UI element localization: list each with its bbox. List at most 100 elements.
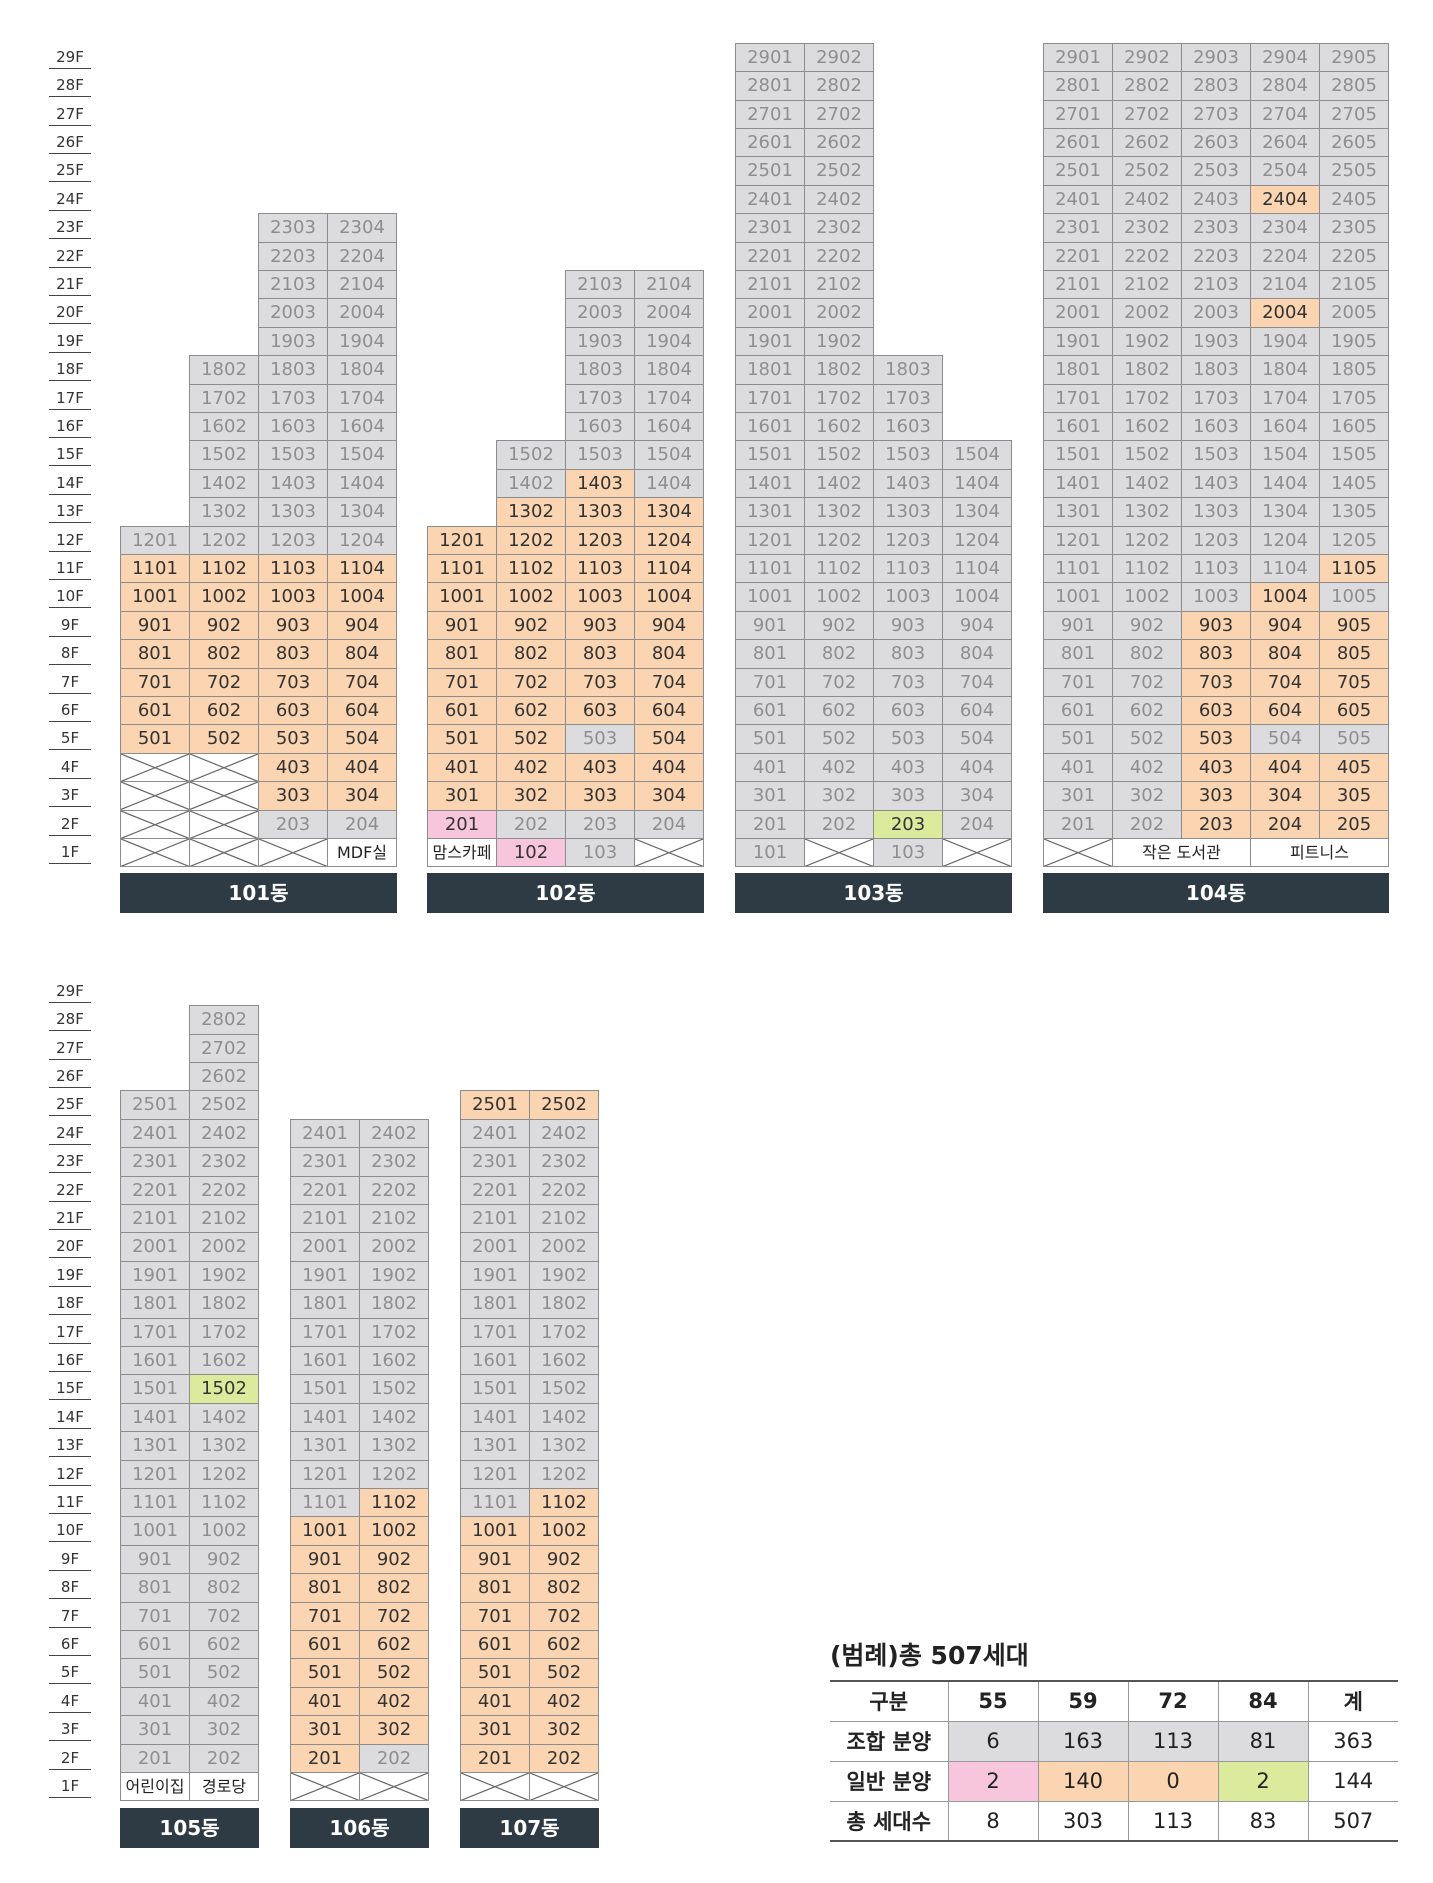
unit-cell: 401 bbox=[427, 752, 497, 783]
unit-cell: 202 bbox=[1112, 809, 1182, 839]
unit-cell: 1301 bbox=[120, 1431, 190, 1461]
legend-value: 140 bbox=[1037, 1761, 1128, 1802]
unit-cell: 1002 bbox=[529, 1516, 599, 1546]
unit-cell: 501 bbox=[120, 724, 190, 754]
legend-title: (범례)총 507세대 bbox=[830, 1641, 1029, 1670]
unit-cell: 1503 bbox=[565, 440, 635, 470]
unit-cell: 2704 bbox=[1250, 99, 1320, 129]
unit-cell: 202 bbox=[496, 809, 566, 839]
unit-cell: 1002 bbox=[189, 1516, 259, 1546]
unit-cell: 2504 bbox=[1250, 156, 1320, 186]
unit-cell: 2402 bbox=[189, 1118, 259, 1149]
unit-cell: 204 bbox=[634, 809, 704, 839]
unit-cell: 801 bbox=[120, 1573, 190, 1603]
legend-row-total: 총 세대수 8 303 113 83 507 bbox=[830, 1801, 1398, 1842]
unit-cell: 1602 bbox=[189, 412, 259, 442]
unit-cell: 301 bbox=[290, 1715, 360, 1745]
unit-cell: 1703 bbox=[1181, 383, 1251, 413]
unit-cell: 1001 bbox=[1043, 582, 1113, 612]
legend-value: 2 bbox=[947, 1761, 1038, 1802]
unit-cell: 1101 bbox=[460, 1488, 530, 1518]
unit-cell: 903 bbox=[258, 610, 328, 641]
unit-cell: 1002 bbox=[359, 1516, 429, 1546]
unit-cell: 1001 bbox=[120, 582, 190, 612]
unit-cell: 1902 bbox=[1112, 326, 1182, 357]
unit-cell: 1504 bbox=[1250, 440, 1320, 470]
unit-cell: 602 bbox=[189, 696, 259, 726]
unit-cell: 2505 bbox=[1319, 156, 1389, 186]
unit-cell: 301 bbox=[120, 1715, 190, 1745]
unit-cell: 203 bbox=[1181, 809, 1251, 839]
unit-cell: 2003 bbox=[565, 298, 635, 328]
unit-cell: 802 bbox=[189, 1573, 259, 1603]
unit-cell: 1404 bbox=[1250, 468, 1320, 499]
unit-cell: 2304 bbox=[1250, 213, 1320, 243]
unit-cell: 102 bbox=[496, 838, 566, 868]
floor-label: 5F bbox=[49, 727, 91, 751]
unit-cell: 804 bbox=[634, 639, 704, 669]
unit-cell: 1204 bbox=[327, 525, 397, 555]
unit-cell: 2902 bbox=[1112, 42, 1182, 73]
unit-cell: 1801 bbox=[1043, 355, 1113, 385]
unit-cell: 201 bbox=[427, 809, 497, 839]
unit-cell: 1102 bbox=[496, 554, 566, 584]
unit-cell: 1302 bbox=[189, 1431, 259, 1461]
unit-cell: 601 bbox=[460, 1630, 530, 1660]
unit-cell: 302 bbox=[496, 781, 566, 811]
unit-cell: 2101 bbox=[290, 1204, 360, 1234]
floor-label: 14F bbox=[49, 472, 91, 495]
unit-cell: 604 bbox=[634, 696, 704, 726]
unit-cell: 1303 bbox=[565, 497, 635, 527]
floor-label: 19F bbox=[49, 330, 91, 353]
unit-cell: 1902 bbox=[804, 326, 874, 357]
unit-cell: 2102 bbox=[1112, 270, 1182, 300]
floor-label: 4F bbox=[49, 756, 91, 779]
unit-cell: 1505 bbox=[1319, 440, 1389, 470]
unit-cell: 801 bbox=[290, 1573, 360, 1603]
facility-label: 맘스카페 bbox=[427, 838, 497, 868]
unit-cell: 2002 bbox=[359, 1232, 429, 1262]
unit-cell: 301 bbox=[460, 1715, 530, 1745]
unit-cell: 1202 bbox=[1112, 525, 1182, 555]
unit-cell: 702 bbox=[189, 1601, 259, 1631]
unit-cell: 805 bbox=[1319, 639, 1389, 669]
unit-cell: 2503 bbox=[1181, 156, 1251, 186]
unit-cell: 403 bbox=[1181, 752, 1251, 783]
unit-cell: 1602 bbox=[804, 412, 874, 442]
unit-cell: 1602 bbox=[189, 1346, 259, 1376]
unit-cell: 302 bbox=[189, 1715, 259, 1745]
unit-cell: 304 bbox=[1250, 781, 1320, 811]
building-label: 101동 bbox=[120, 873, 397, 913]
unit-cell: 1302 bbox=[359, 1431, 429, 1461]
unit-cell: 1403 bbox=[565, 468, 635, 499]
unit-cell: 902 bbox=[1112, 610, 1182, 641]
unit-cell: 2901 bbox=[735, 42, 805, 73]
unit-cell: 1802 bbox=[1112, 355, 1182, 385]
unit-cell: 1903 bbox=[565, 326, 635, 357]
unit-cell: 502 bbox=[1112, 724, 1182, 754]
unit-cell: 1301 bbox=[290, 1431, 360, 1461]
unit-cell: 301 bbox=[735, 781, 805, 811]
unit-cell: 1202 bbox=[359, 1459, 429, 1489]
unit-cell: 201 bbox=[460, 1743, 530, 1773]
unit-cell: 1803 bbox=[258, 355, 328, 385]
unit-cell: 1704 bbox=[1250, 383, 1320, 413]
unit-cell: 203 bbox=[565, 809, 635, 839]
floor-label: 29F bbox=[49, 46, 91, 69]
unit-cell: 1102 bbox=[189, 554, 259, 584]
legend-row-label: 총 세대수 bbox=[830, 1801, 948, 1842]
unit-cell: 1603 bbox=[565, 412, 635, 442]
unit-cell: 1301 bbox=[460, 1431, 530, 1461]
unit-cell: 1702 bbox=[1112, 383, 1182, 413]
unit-cell: 1601 bbox=[460, 1346, 530, 1376]
unit-cell: 601 bbox=[120, 696, 190, 726]
unit-cell: 2202 bbox=[189, 1175, 259, 1205]
unit-cell: 305 bbox=[1319, 781, 1389, 811]
unit-cell: 1501 bbox=[460, 1374, 530, 1404]
unit-cell: 2302 bbox=[359, 1147, 429, 1177]
floor-label: 1F bbox=[49, 1775, 91, 1798]
unit-cell: 902 bbox=[529, 1544, 599, 1575]
floor-label: 12F bbox=[49, 529, 91, 552]
unit-cell: 2403 bbox=[1181, 184, 1251, 215]
unit-cell: 2301 bbox=[735, 213, 805, 243]
